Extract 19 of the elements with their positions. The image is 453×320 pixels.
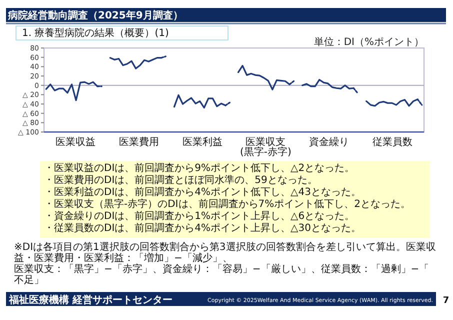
chart-title: 病院経営動向調査（2025年9月調査）	[7, 10, 183, 22]
text: ・資金繰りのDIは、前回調査から1%ポイント上昇し、△6となった。	[44, 210, 355, 222]
text: 医業収益	[56, 136, 96, 148]
text: ・従業員数のDIは、前回調査から4%ポイント上昇し、△30となった。	[44, 222, 361, 234]
text: 福祉医療機構 経営サポートセンター	[8, 294, 172, 306]
text: ※DIは各項目の第1選択肢の回答数割合から第3選択肢の回答数割合を差し引いて算出。医業収益・医業費用・医業利益：「増加」−「減少」、	[14, 241, 436, 264]
chart-subtitle: 1. 療養型病院の結果（概要）(1)	[22, 27, 169, 39]
text: ・医業収益のDIは、前回調査から9%ポイント低下し、△2となった。	[44, 162, 355, 174]
text: 資金繰り	[309, 136, 349, 148]
text: 単位：DI（%ポイント）	[314, 36, 424, 48]
text: ・医業利益のDIは、前回調査から4%ポイント低下し、△43となった。	[44, 186, 361, 198]
text: 医業費用	[119, 136, 159, 148]
text: 7	[442, 296, 450, 306]
text: ・医業収支（黒字-赤字）のDIは、前回調査から7%ポイント低下し、2となった。	[44, 198, 410, 210]
text: 医業収支：「黒字」−「赤字」、資金繰り：「容易」−「厳しい」、従業員数：「過剰」−「不足」	[14, 263, 430, 286]
text: ・医業費用のDIは、前回調査とほぼ同水準の、59となった。	[44, 174, 318, 186]
text: 医業利益	[182, 136, 222, 148]
text: 医業収支 (黒字-赤字)	[240, 136, 292, 158]
text: 従業員数	[372, 136, 412, 148]
